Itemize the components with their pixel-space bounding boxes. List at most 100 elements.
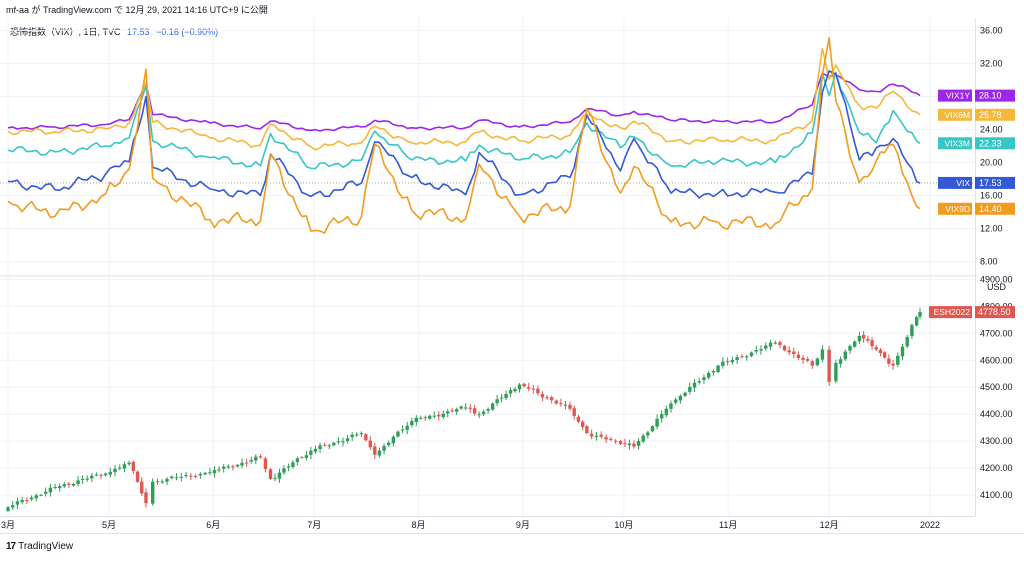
- candle-body: [268, 469, 273, 479]
- candle-body: [468, 407, 472, 409]
- badge-name: VIX1Y: [946, 91, 970, 101]
- candle-body: [25, 500, 29, 502]
- candle-body: [446, 411, 450, 414]
- logo-text: TradingView: [18, 541, 74, 552]
- candle-body: [887, 358, 891, 364]
- x-tick-6-: 6月: [206, 520, 220, 530]
- candle-body: [254, 456, 258, 461]
- candle-body: [189, 475, 193, 477]
- candle-body: [286, 466, 291, 468]
- candle-body: [815, 358, 820, 366]
- candle-body: [99, 474, 103, 476]
- candle-body: [878, 349, 883, 354]
- candle-body: [94, 474, 99, 476]
- candle-body: [918, 312, 922, 317]
- candle-body: [563, 404, 568, 406]
- candle-body: [170, 476, 174, 479]
- candle-body: [463, 407, 468, 409]
- candle-body: [549, 397, 554, 401]
- candle-body: [764, 345, 768, 349]
- x-tick-3-: 3月: [1, 520, 15, 530]
- candle-body: [711, 371, 716, 373]
- badge-esh2022[interactable]: ESH2022 4778.50: [929, 306, 1015, 319]
- candle-body: [706, 372, 711, 378]
- badge-vix3m[interactable]: VIX3M 22.33: [938, 137, 1015, 150]
- candle-body: [273, 477, 277, 479]
- candle-body: [540, 393, 545, 398]
- candle-body: [355, 434, 359, 436]
- candle-body: [843, 351, 847, 360]
- vix-y-tick: 24.00: [980, 124, 1003, 134]
- candle-body: [585, 426, 589, 434]
- badge-name: VIX: [956, 178, 970, 188]
- candle-body: [749, 352, 754, 357]
- candle-body: [580, 421, 585, 428]
- chart-legend: 恐怖指数（VIX）, 1日, TVC 17.53 −0.16 (−0.90%): [10, 25, 218, 38]
- candle-body: [609, 438, 613, 440]
- candle-body: [20, 500, 24, 503]
- candle-body: [373, 446, 377, 455]
- candle-body: [127, 462, 131, 465]
- vix-y-tick: 8.00: [980, 257, 998, 267]
- candle-body: [410, 420, 414, 426]
- badge-vix[interactable]: VIX 17.53: [938, 176, 1015, 189]
- x-tick-10-: 10月: [614, 520, 633, 530]
- candle-body: [165, 478, 169, 482]
- candle-body: [151, 481, 155, 504]
- candle-body: [866, 338, 870, 341]
- x-tick-8-: 8月: [412, 520, 426, 530]
- candle-body: [450, 410, 454, 412]
- candle-body: [118, 467, 122, 469]
- badge-name: VIX6M: [944, 110, 970, 120]
- candle-body: [636, 440, 641, 446]
- badge-vix1y[interactable]: VIX1Y 28.10: [938, 89, 1015, 102]
- candle-body: [332, 442, 336, 446]
- candle-body: [359, 433, 364, 435]
- vix-y-tick: 12.00: [980, 224, 1003, 234]
- series-line-vix[interactable]: [8, 70, 921, 199]
- candle-body: [140, 481, 144, 494]
- candle-body: [900, 346, 905, 357]
- candle-body: [477, 414, 481, 416]
- candle-body: [217, 469, 221, 471]
- candle-body: [108, 471, 113, 475]
- candle-body: [481, 411, 486, 415]
- candle-body: [545, 397, 549, 399]
- candle-body: [861, 334, 866, 339]
- candle-body: [599, 434, 603, 437]
- badge-vix6m[interactable]: VIX6M 25.78: [938, 108, 1015, 121]
- symbol-name: 恐怖指数（VIX）, 1日, TVC: [10, 27, 121, 37]
- badge-value-box: [975, 108, 1015, 121]
- series-line-vix6m[interactable]: [7, 47, 921, 151]
- candle-body: [692, 382, 697, 388]
- badge-name: VIX9D: [945, 204, 970, 214]
- es-y-tick: 4100.00: [980, 490, 1013, 500]
- candle-body: [240, 462, 244, 466]
- series-line-vix9d[interactable]: [7, 37, 921, 234]
- badge-value: 17.53: [979, 178, 1002, 188]
- candle-body: [322, 444, 327, 446]
- candle-body: [725, 361, 730, 363]
- candle-body: [258, 456, 263, 458]
- candle-body: [589, 433, 594, 437]
- tradingview-logo[interactable]: 17 TradingView: [6, 541, 73, 552]
- es-y-tick: 4300.00: [980, 436, 1013, 446]
- badge-vix9d[interactable]: VIX9D 14.40: [938, 202, 1015, 215]
- candle-body: [882, 352, 887, 358]
- series-line-vix3m[interactable]: [7, 71, 921, 170]
- candle-body: [735, 357, 739, 361]
- badge-name: ESH2022: [934, 307, 971, 317]
- candle-body: [414, 417, 419, 423]
- candle-body: [768, 342, 773, 347]
- candle-body: [179, 476, 184, 478]
- candle-body: [673, 399, 678, 403]
- candle-body: [263, 458, 268, 470]
- candle-body: [716, 365, 720, 373]
- candle-body: [58, 486, 62, 489]
- candle-body: [669, 403, 673, 409]
- candle-body: [85, 478, 89, 480]
- series-line-vix1y[interactable]: [7, 72, 921, 132]
- candle-body: [155, 481, 160, 483]
- candle-body: [226, 466, 230, 468]
